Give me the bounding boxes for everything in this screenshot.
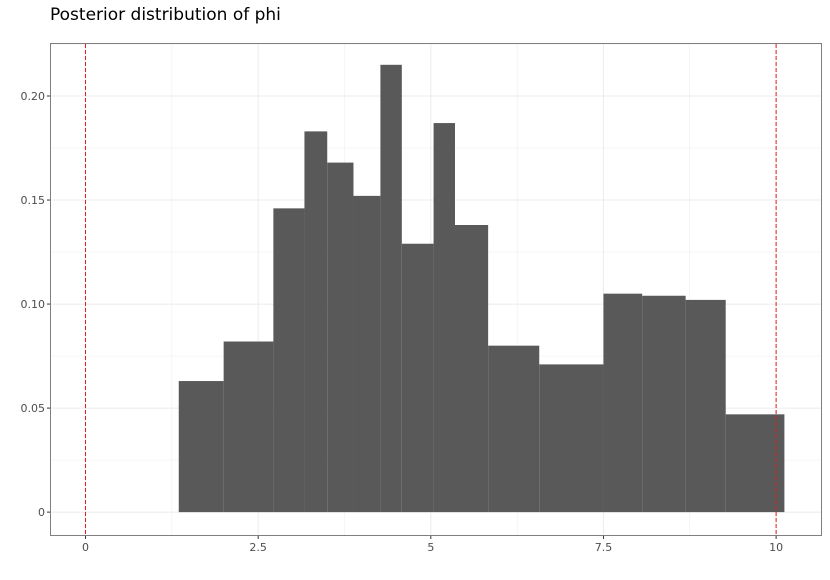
histogram-bar [223, 341, 274, 513]
histogram-bar [539, 364, 604, 513]
y-tick-label: 0.10 [21, 298, 46, 311]
y-axis: 0 0.05 0.10 0.15 0.20 [21, 90, 50, 519]
reference-lines [85, 44, 777, 535]
histogram-bar [725, 414, 785, 513]
histogram-bar [304, 131, 328, 513]
y-tick-label: 0.20 [21, 90, 46, 103]
histogram-bar [273, 208, 305, 513]
histogram-bar [401, 243, 434, 513]
y-tick-label: 0.15 [21, 194, 46, 207]
chart-title: Posterior distribution of phi [50, 5, 281, 25]
histogram-bar [685, 299, 726, 513]
histogram-bar [603, 293, 643, 513]
x-axis: 0 2.5 5 7.5 10 [82, 536, 783, 554]
y-tick-label: 0.05 [21, 402, 46, 415]
y-tick-label: 0 [38, 506, 45, 519]
histogram-bar [488, 345, 540, 513]
panel-border [50, 43, 822, 536]
x-tick-label: 2.5 [249, 541, 267, 554]
histogram-bar [433, 123, 455, 513]
histogram-bar [454, 225, 489, 513]
histogram-bar [178, 381, 224, 513]
histogram-bar [353, 195, 381, 513]
histogram-bars [178, 64, 785, 513]
histogram-bar [642, 295, 686, 513]
x-tick-label: 10 [769, 541, 783, 554]
histogram-bar [327, 162, 354, 513]
x-tick-label: 5 [427, 541, 434, 554]
x-tick-label: 7.5 [595, 541, 613, 554]
histogram-bar [380, 64, 402, 513]
x-tick-label: 0 [82, 541, 89, 554]
